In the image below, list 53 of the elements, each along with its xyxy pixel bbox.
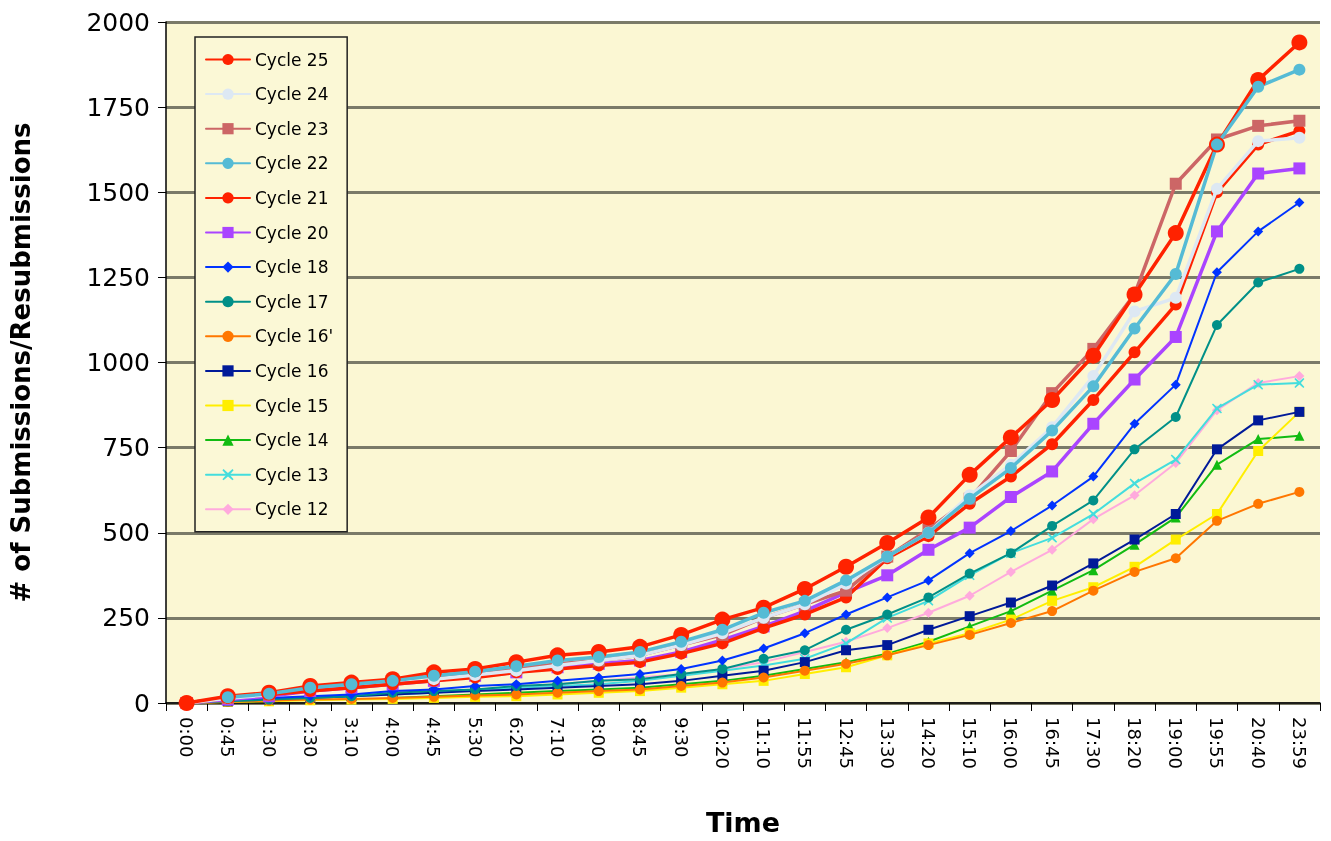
x-tick-label: 0:45	[217, 717, 239, 758]
legend-label: Cycle 12	[255, 499, 329, 520]
x-tick-label: 16:00	[1000, 717, 1022, 769]
x-tick-label: 2:30	[299, 717, 321, 758]
x-tick-label: 12:45	[835, 717, 857, 769]
x-tick-label: 20:40	[1247, 717, 1269, 769]
x-tick-label: 17:30	[1082, 717, 1104, 769]
legend-label: Cycle 20	[255, 222, 329, 243]
legend-label: Cycle 22	[255, 153, 329, 174]
x-axis-title: Time	[705, 807, 781, 838]
x-tick-label: 11:10	[753, 717, 775, 769]
x-tick-label: 13:30	[876, 717, 898, 769]
x-tick-label: 1:30	[258, 717, 280, 758]
x-tick-label: 14:20	[917, 717, 939, 769]
x-tick-label: 10:20	[711, 717, 733, 769]
y-tick-label: 2000	[86, 7, 150, 37]
legend-label: Cycle 17	[255, 291, 329, 312]
x-tick-label: 23:59	[1288, 717, 1310, 769]
legend-label: Cycle 16	[255, 360, 329, 381]
legend-label: Cycle 25	[255, 49, 329, 70]
y-tick-label: 500	[102, 518, 150, 548]
x-tick-label: 4:45	[423, 717, 445, 758]
x-tick-label: 3:10	[340, 717, 362, 758]
x-tick-label: 9:30	[670, 717, 692, 758]
x-tick-label: 4:00	[382, 717, 404, 758]
y-tick-label: 750	[102, 433, 150, 463]
x-tick-label: 0:00	[176, 717, 198, 758]
x-tick-label: 8:00	[588, 717, 610, 758]
x-tick-label: 11:55	[794, 717, 816, 769]
legend-label: Cycle 21	[255, 187, 329, 208]
x-tick-label: 8:45	[629, 717, 651, 758]
legend-label: Cycle 16'	[255, 326, 334, 347]
x-tick-label: 19:55	[1206, 717, 1228, 769]
x-tick-label: 7:10	[547, 717, 569, 758]
x-tick-label: 15:10	[959, 717, 981, 769]
legend-label: Cycle 14	[255, 430, 329, 451]
legend-label: Cycle 18	[255, 257, 329, 278]
y-tick-label: 1000	[86, 348, 150, 377]
y-tick-label: 1750	[86, 92, 150, 122]
y-tick-label: 1500	[86, 177, 150, 207]
y-tick-label: 250	[102, 603, 150, 633]
x-tick-label: 19:00	[1165, 717, 1187, 769]
x-tick-label: 16:45	[1041, 717, 1063, 769]
y-axis-title: # of Submissions/Resubmissions	[6, 122, 36, 603]
legend-label: Cycle 15	[255, 395, 329, 416]
legend-label: Cycle 24	[255, 84, 329, 105]
y-tick-label: 0	[134, 688, 150, 718]
x-tick-label: 5:30	[464, 717, 486, 758]
x-tick-label: 6:20	[505, 717, 527, 758]
x-tick-label: 18:20	[1124, 717, 1146, 769]
y-tick-label: 1250	[86, 262, 150, 292]
legend-label: Cycle 13	[255, 464, 329, 485]
legend-label: Cycle 23	[255, 118, 329, 139]
